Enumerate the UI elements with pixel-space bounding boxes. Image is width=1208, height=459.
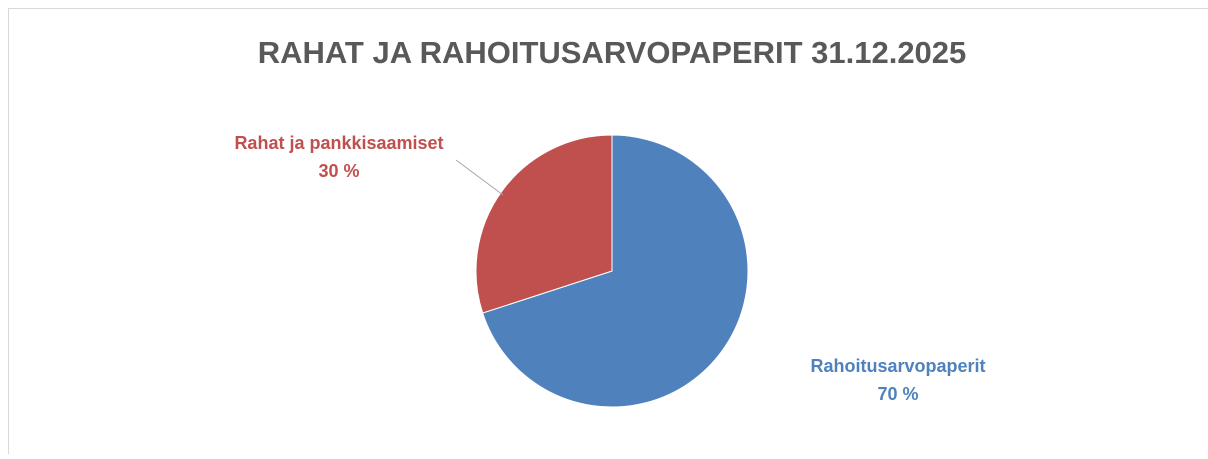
- slice-label: Rahoitusarvopaperit: [810, 356, 985, 376]
- chart-title: RAHAT JA RAHOITUSARVOPAPERIT 31.12.2025: [258, 35, 967, 70]
- slice-value-label: 70 %: [877, 384, 918, 404]
- slice-label: Rahat ja pankkisaamiset: [234, 133, 443, 153]
- slice-value-label: 30 %: [318, 161, 359, 181]
